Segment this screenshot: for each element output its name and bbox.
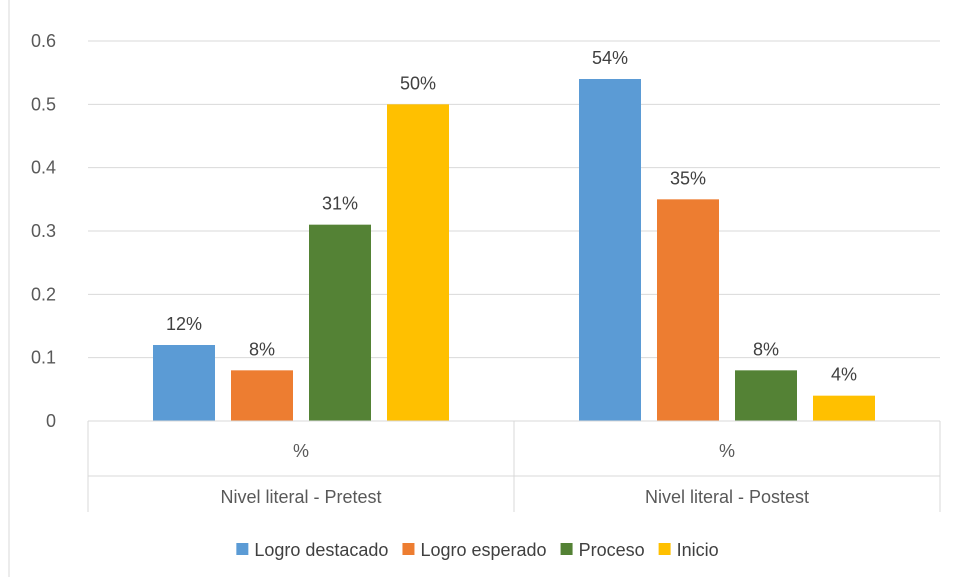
legend-swatch (658, 543, 671, 555)
data-label: 31% (322, 194, 358, 214)
data-label: 4% (831, 365, 857, 385)
y-tick-label: 0 (46, 411, 56, 431)
bar-logro-esperado (231, 370, 293, 421)
y-tick-label: 0.4 (31, 158, 56, 178)
x-category-label: Nivel literal - Pretest (220, 487, 381, 507)
legend-swatch (560, 543, 573, 555)
x-category-label: Nivel literal - Postest (645, 487, 809, 507)
legend-label: Logro destacado (254, 540, 388, 560)
data-label: 50% (400, 73, 436, 93)
x-subcategory-label: % (719, 441, 735, 461)
data-label: 8% (249, 339, 275, 359)
legend-item: Proceso (560, 540, 645, 560)
bar-proceso (309, 224, 371, 421)
y-tick-label: 0.3 (31, 221, 56, 241)
y-tick-label: 0.2 (31, 284, 56, 304)
legend-item: Inicio (658, 540, 719, 560)
legend: Logro destacado Logro esperado Proceso Inic… (236, 540, 719, 560)
bar-proceso (735, 370, 797, 421)
legend-label: Proceso (579, 540, 645, 560)
bar-inicio (387, 104, 449, 421)
bar-inicio (813, 395, 875, 421)
gridlines (88, 40, 940, 422)
legend-item: Logro destacado (236, 540, 388, 560)
x-subcategory-label: % (293, 441, 309, 461)
data-label: 8% (753, 339, 779, 359)
legend-label: Inicio (677, 540, 719, 560)
legend-label: Logro esperado (420, 540, 546, 560)
legend-swatch (236, 543, 249, 555)
legend-item: Logro esperado (402, 540, 547, 560)
y-tick-label: 0.6 (31, 31, 56, 51)
data-label: 12% (166, 314, 202, 334)
y-tick-label: 0.1 (31, 348, 56, 368)
bar-logro-esperado (657, 199, 719, 421)
bars (153, 79, 875, 421)
data-label: 35% (670, 168, 706, 188)
legend-swatch (402, 543, 415, 555)
y-axis-ticks: 0 0.1 0.2 0.3 0.4 0.5 0.6 (31, 31, 56, 431)
x-axis: % Nivel literal - Pretest% Nivel literal -… (87, 420, 941, 512)
data-labels: 12% 8% 31% 50% 54% 35% 8% 4% (166, 48, 857, 385)
bar-logro-destacado (579, 79, 641, 421)
y-tick-label: 0.5 (31, 94, 56, 114)
data-label: 54% (592, 48, 628, 68)
bar-logro-destacado (153, 345, 215, 421)
